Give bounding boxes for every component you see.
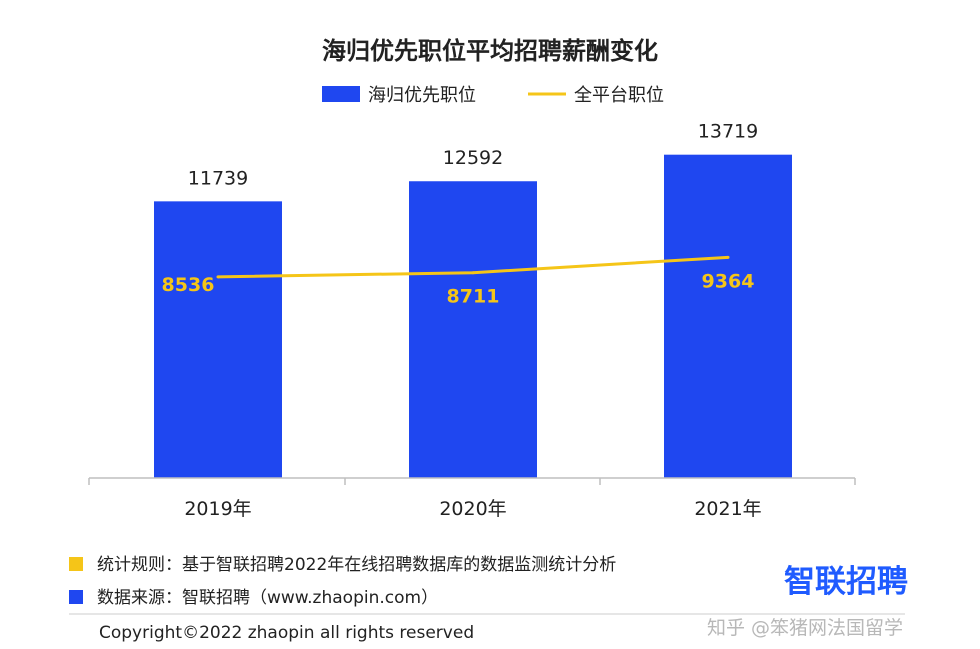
bar-value-label-3: 13719 xyxy=(698,121,758,143)
legend-swatch-bar xyxy=(322,86,360,102)
bar-value-label-1: 11739 xyxy=(188,167,248,189)
x-tick-label-3: 2021年 xyxy=(694,498,761,520)
chart-title: 海归优先职位平均招聘薪酬变化 xyxy=(322,37,658,65)
bar-value-label-2: 12592 xyxy=(443,147,503,169)
line-value-label-3: 9364 xyxy=(702,270,755,292)
line-value-label-1: 8536 xyxy=(162,274,215,296)
line-series xyxy=(216,255,730,279)
x-axis: 2019年 2020年 2021年 xyxy=(88,477,856,520)
legend: 海归优先职位 全平台职位 xyxy=(322,85,664,106)
line-value-label-2: 8711 xyxy=(447,286,500,308)
x-tick-label-1: 2019年 xyxy=(184,498,251,520)
source-text: 数据来源：智联招聘（www.zhaopin.com） xyxy=(97,588,438,608)
watermark: 知乎 @笨猪网法国留学 xyxy=(707,617,903,639)
brand-logo: 智联招聘 xyxy=(784,564,908,600)
line-point-1 xyxy=(216,275,220,279)
bar-3 xyxy=(664,154,792,479)
copyright-text: Copyright©2022 zhaopin all rights reserv… xyxy=(99,623,474,643)
rule-text: 统计规则：基于智联招聘2022年在线招聘数据库的数据监测统计分析 xyxy=(97,555,616,575)
legend-label-bar: 海归优先职位 xyxy=(368,85,476,106)
line-point-2 xyxy=(471,271,475,275)
data-labels: 11739 12592 13719 8536 8711 9364 xyxy=(162,121,759,308)
line-point-3 xyxy=(726,255,730,259)
footer: 统计规则：基于智联招聘2022年在线招聘数据库的数据监测统计分析 数据来源：智联… xyxy=(69,555,908,643)
source-swatch xyxy=(69,590,83,604)
rule-swatch xyxy=(69,557,83,571)
bars xyxy=(154,154,792,479)
legend-label-line: 全平台职位 xyxy=(574,85,664,106)
x-tick-label-2: 2020年 xyxy=(439,498,506,520)
bar-1 xyxy=(154,201,282,479)
bar-2 xyxy=(409,181,537,479)
